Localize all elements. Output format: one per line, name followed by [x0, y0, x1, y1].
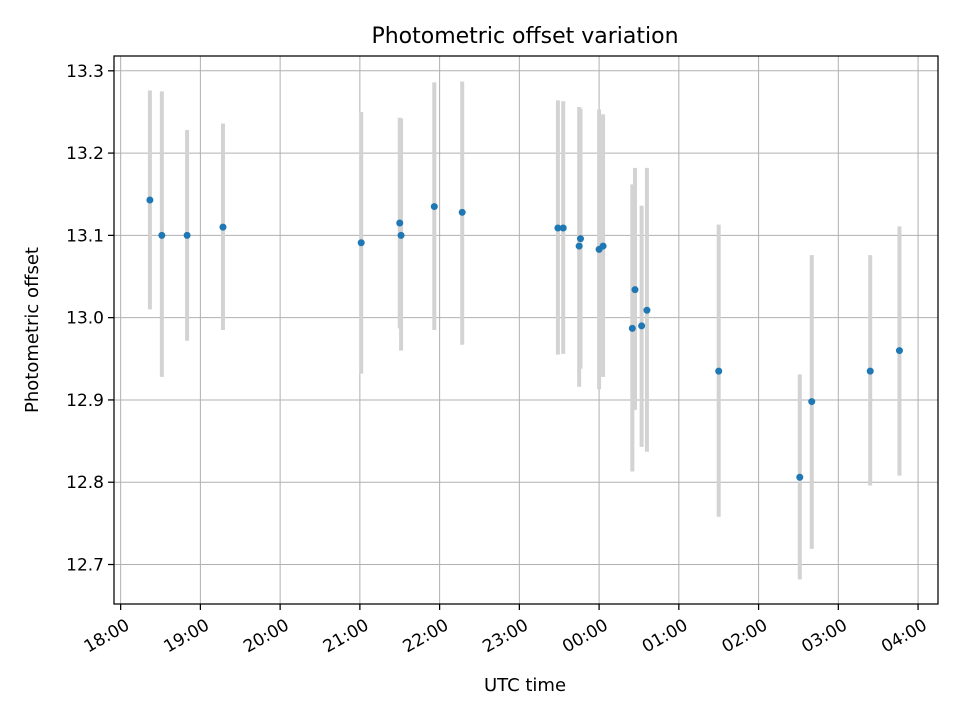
data-point [219, 223, 227, 231]
x-tick-label: 21:00 [320, 615, 372, 657]
data-point [576, 235, 584, 243]
x-tick-label: 22:00 [400, 615, 452, 657]
y-tick-label: 12.8 [66, 473, 104, 493]
plot-frame [113, 55, 939, 605]
x-tick-label: 01:00 [639, 615, 691, 657]
x-tick-label: 18:00 [81, 615, 133, 657]
data-point [397, 231, 405, 239]
y-tick-label: 13.0 [66, 309, 104, 329]
data-point [559, 224, 567, 232]
data-point [357, 239, 365, 247]
data-point [808, 398, 816, 406]
y-tick-label: 12.7 [66, 556, 104, 576]
data-point [599, 242, 607, 250]
data-point [631, 286, 639, 294]
data-point [638, 322, 646, 330]
data-points [146, 196, 903, 481]
data-point [715, 367, 723, 375]
x-axis-ticks: 18:00 19:00 20:00 21:00 22:00 23:00 00:00 01:00… [81, 604, 931, 657]
data-point [146, 196, 154, 204]
data-point [458, 208, 466, 216]
data-point [575, 242, 583, 250]
x-tick-label: 00:00 [559, 615, 611, 657]
x-tick-label: 04:00 [878, 615, 930, 657]
y-tick-label: 13.2 [66, 144, 104, 164]
data-point [895, 347, 903, 355]
y-axis-label: Photometric offset [22, 247, 43, 413]
error-bars [147, 81, 902, 580]
data-point [158, 231, 166, 239]
x-tick-label: 02:00 [719, 615, 771, 657]
x-tick-label: 23:00 [479, 615, 531, 657]
x-tick-label: 03:00 [798, 615, 850, 657]
y-tick-label: 13.1 [66, 226, 104, 246]
y-tick-label: 13.3 [66, 62, 104, 82]
data-point [430, 203, 438, 211]
grid-lines [114, 56, 938, 604]
data-point [643, 306, 651, 314]
chart-title: Photometric offset variation [371, 24, 678, 49]
data-point [866, 367, 874, 375]
data-point [628, 324, 636, 332]
data-point [554, 224, 562, 232]
data-point [796, 473, 804, 481]
x-tick-label: 20:00 [240, 615, 292, 657]
data-point [183, 231, 191, 239]
data-point [396, 219, 404, 227]
x-axis-label: UTC time [484, 675, 566, 696]
x-tick-label: 19:00 [160, 615, 212, 657]
y-tick-label: 12.9 [66, 391, 104, 411]
y-axis-ticks: 12.7 12.8 12.9 13.0 13.1 13.2 13.3 [66, 62, 114, 576]
